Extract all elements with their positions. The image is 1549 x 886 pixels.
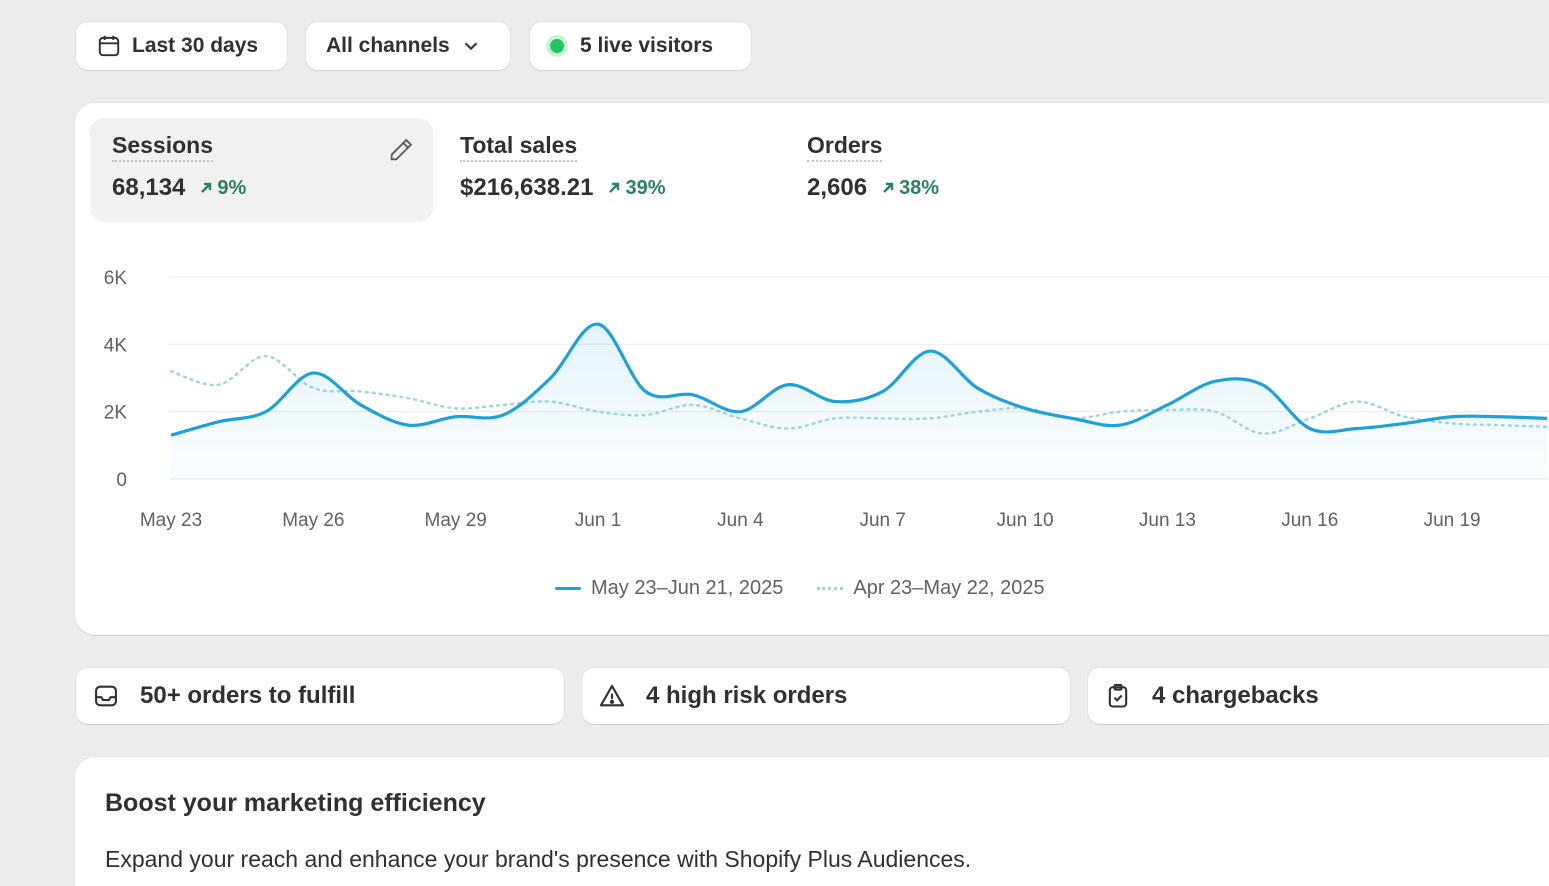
x-tick-label: May 29 [425, 510, 487, 531]
x-tick-label: May 23 [140, 510, 202, 531]
metric-change-value: 9% [217, 176, 247, 199]
legend-item-current[interactable]: May 23–Jun 21, 2025 [555, 577, 783, 600]
live-visitors-label: 5 live visitors [580, 34, 714, 57]
channels-label: All channels [326, 34, 450, 57]
arrow-up-right-icon [609, 182, 620, 193]
x-tick-label: Jun 10 [997, 510, 1054, 531]
legend-swatch-solid [555, 587, 581, 590]
alert-triangle-icon [599, 685, 625, 707]
arrow-up-right-icon [883, 182, 894, 193]
metric-change: 9% [199, 177, 246, 200]
metric-label: Orders [807, 132, 883, 162]
live-indicator-icon [550, 39, 564, 53]
metric-total-sales[interactable]: Total sales $216,638.21 39% [438, 118, 781, 222]
metric-value: $216,638.21 [460, 174, 594, 201]
metric-change-value: 39% [625, 176, 666, 199]
metric-sessions[interactable]: Sessions 68,134 9% [90, 118, 433, 222]
live-visitors-button[interactable]: 5 live visitors [530, 22, 751, 70]
series-current-line [170, 322, 1548, 437]
legend-swatch-dotted [817, 587, 844, 590]
metric-change: 38% [881, 177, 939, 200]
x-tick-label: Jun 4 [717, 510, 764, 531]
date-range-label: Last 30 days [132, 34, 259, 57]
sessions-line-chart: 6K 4K 2K 0 May 23 May 26 May 29 Jun 1 Jun 4 Jun 7… [104, 268, 1549, 531]
metric-change-value: 38% [899, 176, 940, 199]
metric-label: Sessions [112, 132, 213, 162]
calendar-icon [98, 35, 120, 57]
arrow-up-right-icon [201, 182, 212, 193]
inbox-icon [95, 685, 117, 707]
y-tick-label: 6K [104, 268, 128, 289]
x-tick-label: Jun 13 [1139, 510, 1196, 531]
metric-label: Total sales [460, 132, 578, 162]
metric-value: 2,606 [807, 174, 868, 201]
chargebacks-card[interactable]: 4 chargebacks [1088, 668, 1549, 724]
x-tick-label: Jun 7 [859, 510, 905, 531]
chevron-down-icon [464, 42, 477, 51]
promo-title: Boost your marketing efficiency [105, 789, 486, 817]
y-tick-label: 2K [104, 403, 128, 424]
y-tick-label: 0 [116, 470, 127, 491]
y-tick-label: 4K [104, 335, 128, 356]
high-risk-orders-card[interactable]: 4 high risk orders [582, 668, 1070, 724]
marketing-promo-card: Boost your marketing efficiency Expand y… [75, 757, 1549, 886]
analytics-card: Sessions 68,134 9% Total sales $216,638.… [75, 103, 1549, 635]
promo-description: Expand your reach and enhance your brand… [105, 846, 972, 872]
legend-item-previous[interactable]: Apr 23–May 22, 2025 [817, 577, 1045, 600]
date-range-button[interactable]: Last 30 days [76, 22, 287, 70]
clipboard-check-icon [1108, 683, 1128, 708]
task-label: 50+ orders to fulfill [140, 682, 356, 709]
chart-legend: May 23–Jun 21, 2025 Apr 23–May 22, 2025 [555, 577, 1045, 600]
x-tick-label: Jun 1 [575, 510, 621, 531]
task-label: 4 chargebacks [1152, 682, 1319, 709]
x-tick-label: Jun 16 [1281, 510, 1338, 531]
metric-orders[interactable]: Orders 2,606 38% [785, 118, 1128, 222]
channels-dropdown[interactable]: All channels [306, 22, 510, 70]
metric-value: 68,134 [112, 174, 186, 201]
x-tick-label: May 26 [282, 510, 344, 531]
metric-change: 39% [607, 176, 666, 200]
x-tick-label: Jun 19 [1424, 510, 1481, 531]
legend-label-previous: Apr 23–May 22, 2025 [853, 577, 1045, 599]
task-label: 4 high risk orders [646, 682, 848, 709]
legend-label-current: May 23–Jun 21, 2025 [591, 577, 784, 599]
pencil-icon[interactable] [387, 136, 415, 164]
orders-to-fulfill-card[interactable]: 50+ orders to fulfill [76, 668, 564, 724]
series-previous-line [169, 354, 1549, 435]
